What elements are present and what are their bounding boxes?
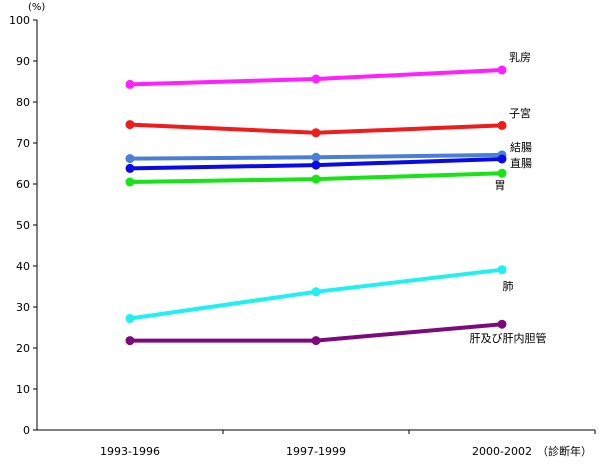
- data-point: [497, 154, 507, 164]
- series-3: [125, 150, 507, 164]
- x-axis-ticks: 1993-1996 1997-1999 2000-2002: [100, 430, 596, 458]
- y-tick-label: 30: [16, 301, 30, 314]
- data-point: [125, 163, 135, 173]
- series-label: 乳房: [509, 51, 531, 64]
- y-axis-ticks: 0 10 20 30 40 50 60 70 80 90 100: [9, 14, 37, 437]
- data-point: [311, 74, 321, 84]
- series-label: 直腸: [510, 156, 532, 170]
- series-5: [125, 168, 507, 187]
- data-point: [311, 152, 321, 162]
- data-point: [125, 314, 135, 323]
- y-axis-unit: (%): [28, 2, 45, 13]
- y-tick-label: 80: [16, 96, 30, 109]
- y-tick-label: 20: [16, 342, 30, 355]
- series-label: 肝及び肝内胆管: [470, 331, 547, 345]
- data-point: [125, 120, 135, 130]
- x-tick-label: 2000-2002: [472, 445, 532, 458]
- series-4: [125, 154, 507, 173]
- series-6: [125, 265, 507, 323]
- data-point: [125, 336, 135, 346]
- y-tick-label: 90: [16, 55, 30, 68]
- data-point: [497, 319, 507, 329]
- series-7: [125, 319, 507, 346]
- y-tick-label: 10: [16, 383, 30, 396]
- data-point: [311, 160, 321, 170]
- y-tick-label: 100: [9, 14, 30, 27]
- data-point: [125, 177, 135, 187]
- series-2: [125, 120, 507, 138]
- y-tick-label: 70: [16, 137, 30, 150]
- x-tick-label: 1993-1996: [100, 445, 160, 458]
- series-1: [125, 65, 507, 89]
- data-point: [311, 336, 321, 346]
- data-point: [125, 154, 135, 164]
- data-point: [497, 65, 507, 75]
- data-point: [497, 168, 507, 178]
- data-point: [311, 128, 321, 138]
- series-label: 肺: [503, 280, 514, 293]
- y-tick-label: 40: [16, 260, 30, 273]
- x-axis-title: （診断年）: [537, 444, 592, 458]
- series-label: 胃: [495, 179, 506, 192]
- data-point: [497, 265, 507, 275]
- data-point: [311, 174, 321, 184]
- data-point: [125, 79, 135, 89]
- data-point: [311, 287, 321, 297]
- series-label: 結腸: [510, 140, 532, 154]
- series-label: 子宮: [509, 106, 531, 120]
- y-tick-label: 60: [16, 178, 30, 191]
- y-tick-label: 50: [16, 219, 30, 232]
- x-tick-label: 1997-1999: [286, 445, 346, 458]
- data-point: [497, 120, 507, 130]
- y-tick-label: 0: [23, 424, 30, 437]
- series-group: [125, 65, 507, 346]
